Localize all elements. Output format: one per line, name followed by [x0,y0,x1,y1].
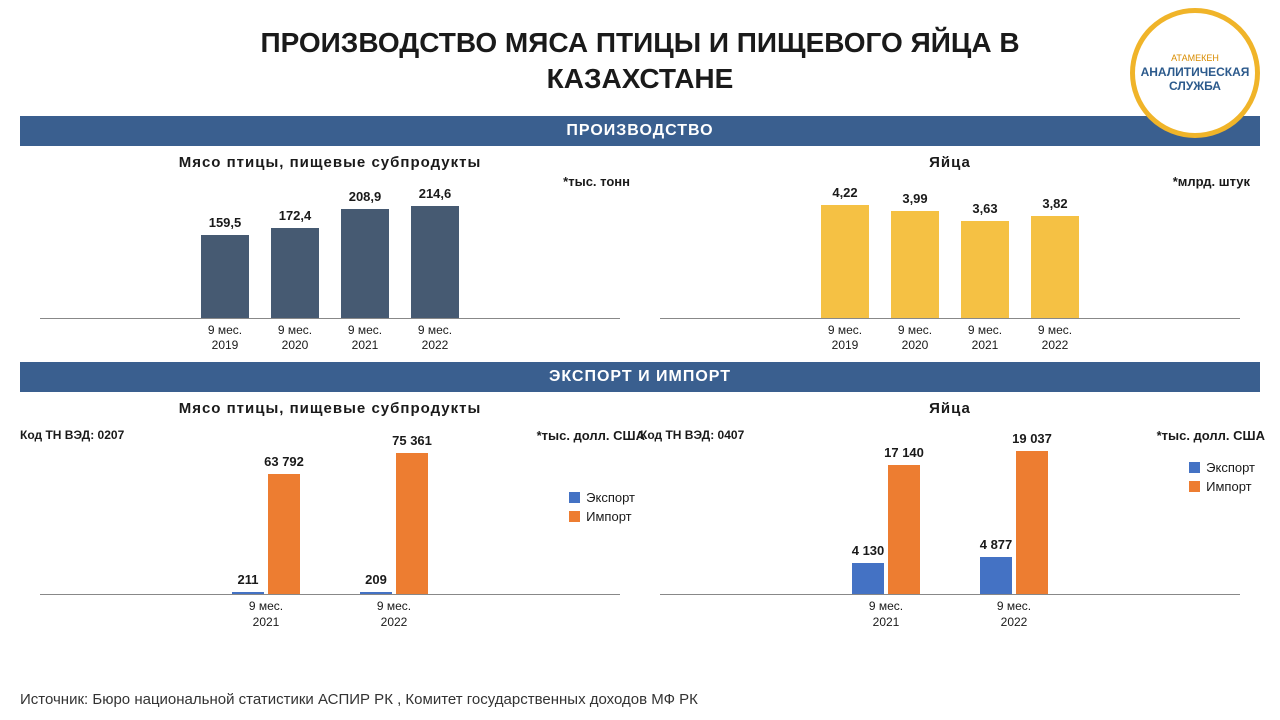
bar: 3,82 [1031,216,1079,318]
bar-value-label: 4 877 [980,537,1013,552]
section-production-header: ПРОИЗВОДСТВО [20,116,1260,146]
legend-square-export [569,492,580,503]
bar-value-label: 4 130 [852,543,885,558]
bar-value-label: 17 140 [884,445,924,460]
unit-label: *тыс. тонн [563,174,630,189]
bar-value-label: 4,22 [832,185,857,200]
legend-import: Импорт [1189,479,1255,494]
x-axis-label: 9 мес.2019 [201,323,249,354]
bar: 3,99 [891,211,939,317]
page-title: ПРОИЗВОДСТВО МЯСА ПТИЦЫ И ПИЩЕВОГО ЯЙЦА … [0,0,1280,108]
legend-import: Импорт [569,509,635,524]
x-axis-label: 9 мес.2021 [852,599,920,630]
bar-value-label: 19 037 [1012,431,1052,446]
unit-label: *млрд. штук [1173,174,1250,189]
logo-line1: АНАЛИТИЧЕСКАЯ [1141,65,1250,79]
bar-value-label: 211 [238,572,259,587]
bar: 211 [232,592,264,594]
bar: 63 792 [268,474,300,594]
code-label: Код ТН ВЭД: 0207 [20,428,124,442]
chart-eggs-trade: Яйца Код ТН ВЭД: 0407 *тыс. долл. США Эк… [660,400,1240,630]
legend-square-import [569,511,580,522]
bar-value-label: 214,6 [419,186,452,201]
bar-value-label: 172,4 [279,208,312,223]
bar: 172,4 [271,228,319,318]
chart-meat-production: Мясо птицы, пищевые субпродукты *тыс. то… [40,154,620,354]
bar-value-label: 3,63 [972,201,997,216]
bar: 17 140 [888,465,920,594]
bar: 208,9 [341,209,389,318]
x-axis-label: 9 мес.2022 [1031,323,1079,354]
x-axis-label: 9 мес.2019 [821,323,869,354]
bar: 3,63 [961,221,1009,318]
bar: 75 361 [396,453,428,594]
logo-brand: АТАМЕКЕН [1171,53,1219,63]
chart-meat-trade: Мясо птицы, пищевые субпродукты Код ТН В… [40,400,620,630]
bar-value-label: 208,9 [349,189,382,204]
legend-export: Экспорт [569,490,635,505]
legend: Экспорт Импорт [569,490,635,524]
bar-value-label: 209 [365,572,387,587]
bar-value-label: 159,5 [209,215,242,230]
legend-square-export [1189,462,1200,473]
bar-value-label: 63 792 [264,454,304,469]
bar: 209 [360,592,392,594]
code-label: Код ТН ВЭД: 0407 [640,428,744,442]
bar-value-label: 3,99 [902,191,927,206]
bar: 4 877 [980,557,1012,594]
unit-label: *тыс. долл. США [537,428,645,443]
chart-title: Мясо птицы, пищевые субпродукты [40,400,620,417]
x-axis-label: 9 мес.2022 [360,599,428,630]
chart-title: Мясо птицы, пищевые субпродукты [40,154,620,171]
x-axis-label: 9 мес.2021 [341,323,389,354]
bar: 4,22 [821,205,869,318]
x-axis-label: 9 мес.2021 [232,599,300,630]
chart-title: Яйца [660,154,1240,171]
x-axis-label: 9 мес.2020 [271,323,319,354]
logo-badge: АТАМЕКЕН АНАЛИТИЧЕСКАЯ СЛУЖБА [1130,8,1260,138]
section-trade-header: ЭКСПОРТ И ИМПОРТ [20,362,1260,392]
bar: 159,5 [201,235,249,318]
x-axis-label: 9 мес.2022 [411,323,459,354]
legend: Экспорт Импорт [1189,460,1255,494]
source-citation: Источник: Бюро национальной статистики А… [20,691,698,708]
chart-title: Яйца [660,400,1240,417]
chart-eggs-production: Яйца *млрд. штук 4,223,993,633,82 9 мес.… [660,154,1240,354]
legend-export: Экспорт [1189,460,1255,475]
bar: 214,6 [411,206,459,318]
bar: 4 130 [852,563,884,594]
bar-value-label: 3,82 [1042,196,1067,211]
legend-square-import [1189,481,1200,492]
bar-value-label: 75 361 [392,433,432,448]
x-axis-label: 9 мес.2020 [891,323,939,354]
bar: 19 037 [1016,451,1048,594]
logo-line2: СЛУЖБА [1169,79,1221,93]
x-axis-label: 9 мес.2022 [980,599,1048,630]
x-axis-label: 9 мес.2021 [961,323,1009,354]
unit-label: *тыс. долл. США [1157,428,1265,443]
